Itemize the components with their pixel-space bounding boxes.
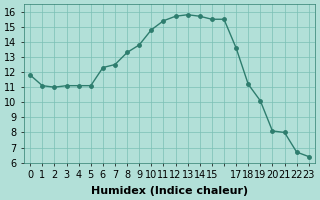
X-axis label: Humidex (Indice chaleur): Humidex (Indice chaleur): [91, 186, 248, 196]
